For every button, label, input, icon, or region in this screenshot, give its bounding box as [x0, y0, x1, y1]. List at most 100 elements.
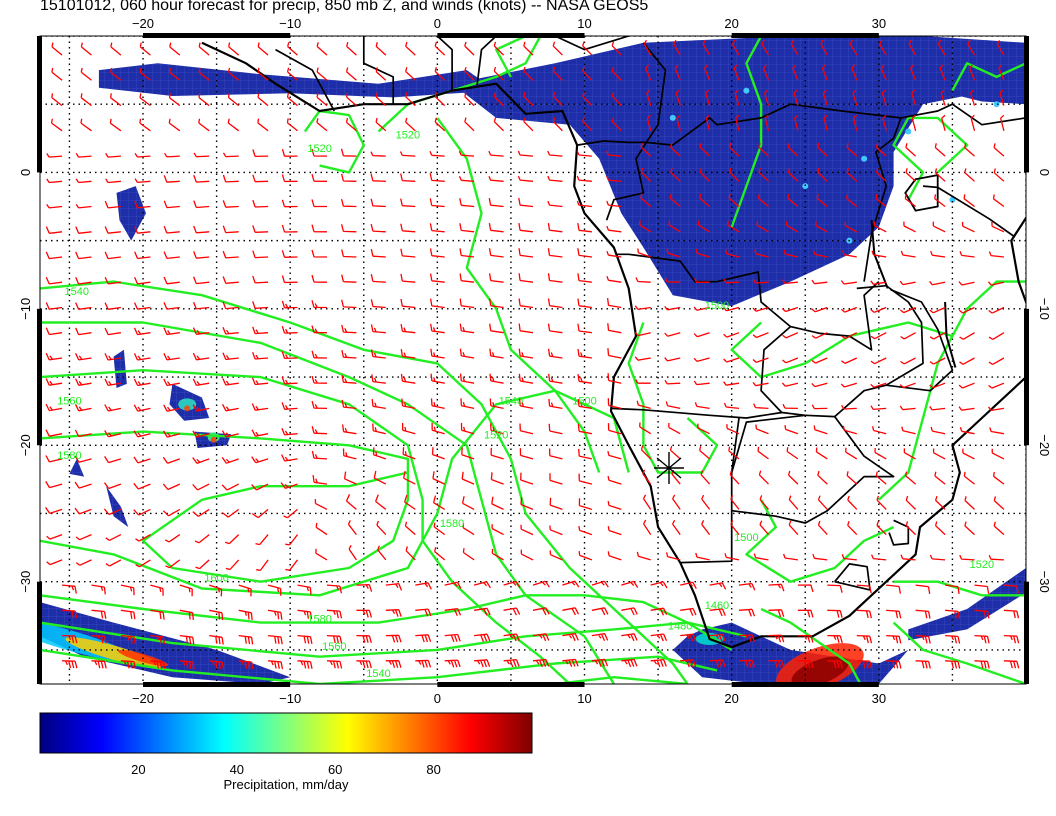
wind-barb — [372, 447, 387, 460]
wind-barb — [370, 173, 386, 182]
wind-barb — [281, 199, 298, 208]
wind-barb — [823, 114, 828, 131]
wind-barb — [761, 39, 770, 56]
wind-barb — [46, 178, 63, 184]
wind-barb — [163, 378, 180, 387]
wind-barb — [461, 447, 475, 460]
wind-barb — [910, 64, 917, 81]
wind-barb — [133, 327, 151, 336]
wind-barb — [400, 273, 416, 283]
wind-barb — [415, 608, 432, 617]
wind-barb — [74, 481, 92, 489]
wind-barb — [281, 454, 298, 462]
wind-barb — [297, 609, 313, 620]
wind-barb — [963, 194, 975, 208]
wind-barb — [781, 382, 799, 387]
wind-barb — [429, 173, 445, 182]
wind-barb — [75, 226, 92, 234]
wind-barb — [134, 276, 151, 285]
wind-barb — [876, 521, 887, 536]
wind-barb — [221, 457, 239, 464]
wind-barb — [91, 584, 106, 595]
height-contour — [892, 621, 1026, 684]
wind-barb — [549, 497, 563, 511]
wind-barb — [876, 495, 887, 510]
wind-barb — [252, 174, 269, 183]
wind-barb — [104, 456, 122, 464]
wind-barb — [962, 448, 975, 460]
wind-barb — [400, 298, 416, 309]
wind-barb — [169, 42, 181, 56]
wind-barb — [517, 150, 534, 157]
wind-barb — [635, 277, 651, 283]
wind-barb — [370, 299, 386, 309]
wind-barb — [547, 298, 563, 309]
wind-barb — [340, 173, 357, 182]
wind-barb — [192, 301, 210, 310]
wind-barb — [607, 423, 622, 435]
frame-bar-right — [1024, 36, 1029, 173]
wind-barb — [607, 348, 622, 359]
colorbar-tick-label: 80 — [426, 762, 440, 777]
wind-barb — [532, 633, 550, 642]
wind-barb — [133, 508, 151, 516]
wind-barb — [811, 382, 828, 388]
frame-bar-top — [731, 33, 879, 38]
wind-barb — [198, 118, 210, 132]
wind-barb — [464, 41, 475, 56]
wind-barb — [163, 175, 180, 183]
wind-barb — [547, 273, 563, 283]
wind-barb — [988, 554, 1004, 561]
wind-barb — [415, 634, 432, 643]
wind-barb — [899, 306, 916, 314]
wind-barb — [432, 471, 445, 485]
wind-barb — [193, 200, 210, 209]
wind-barb — [640, 445, 652, 460]
lon-tick-label-bottom: 30 — [872, 691, 886, 706]
wind-barb — [929, 406, 946, 411]
wind-barb — [491, 496, 504, 510]
wind-barb — [193, 152, 210, 158]
wind-barb — [697, 423, 710, 435]
wind-barb — [611, 91, 622, 107]
wind-barb — [607, 398, 622, 410]
lake-malawi — [944, 301, 957, 368]
wind-barb — [519, 423, 534, 435]
wind-barb — [723, 306, 740, 312]
wind-barb — [46, 153, 63, 158]
wind-barb — [709, 582, 727, 590]
wind-barb — [193, 251, 210, 259]
wind-barb — [645, 64, 652, 81]
wind-barb — [827, 634, 843, 644]
wind-barb — [429, 298, 445, 309]
wind-barb — [900, 250, 916, 258]
lon-tick-label-bottom: −10 — [279, 691, 301, 706]
wind-barb — [222, 250, 239, 259]
wind-barb — [252, 149, 269, 158]
wind-barb — [283, 508, 298, 519]
wind-barb — [520, 497, 534, 511]
country-border — [275, 48, 336, 112]
wind-barb — [179, 584, 193, 597]
wind-barb — [680, 633, 697, 642]
wind-barb — [813, 425, 828, 435]
precip-area-grid-5 — [113, 349, 127, 388]
wind-barb — [999, 89, 1005, 106]
wind-barb — [179, 609, 194, 620]
wind-barb — [311, 174, 328, 182]
wind-barb — [664, 277, 681, 283]
wind-barb — [520, 549, 534, 561]
wind-barb — [434, 547, 446, 561]
lat-tick-label-left: −30 — [18, 571, 33, 593]
wind-barb — [75, 178, 92, 184]
wind-barb — [636, 400, 651, 410]
height-contour — [40, 321, 615, 684]
wind-barb — [110, 42, 122, 56]
wind-barb — [133, 404, 151, 412]
wind-barb — [929, 357, 946, 365]
wind-barb — [74, 455, 92, 463]
wind-barb — [459, 273, 475, 283]
wind-barb — [103, 482, 122, 490]
wind-barb — [577, 248, 592, 258]
wind-barb — [312, 475, 328, 485]
